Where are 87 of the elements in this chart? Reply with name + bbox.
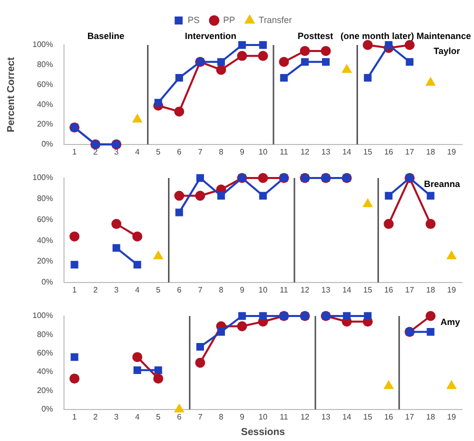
x-tick-label: 9 xyxy=(240,147,245,156)
y-tick-label: 40% xyxy=(36,236,53,245)
text: (one month later) Maintenance xyxy=(340,30,471,41)
legend-label: Transfer xyxy=(258,14,292,25)
x-tick-label: 11 xyxy=(280,147,289,156)
y-tick-label: 60% xyxy=(36,348,53,358)
annotation: Breanna xyxy=(424,178,461,189)
x-tick-label: 12 xyxy=(300,147,310,156)
x-tick-label: 16 xyxy=(384,147,394,156)
y-tick-label: 100% xyxy=(32,40,53,50)
y-tick-label: 20% xyxy=(36,386,53,395)
x-tick-label: 18 xyxy=(426,147,436,156)
y-tick-label: 60% xyxy=(36,80,53,89)
y-tick-label: 40% xyxy=(36,100,53,109)
x-tick-label: 18 xyxy=(426,285,436,294)
x-tick-label: 17 xyxy=(405,147,415,156)
y-tick-label: 60% xyxy=(36,214,53,224)
x-tick-label: 2 xyxy=(93,412,98,422)
x-tick-label: 10 xyxy=(258,285,268,294)
y-axis-title: Percent Correct xyxy=(6,56,17,132)
legend-label: PP xyxy=(223,14,236,25)
x-tick-label: 6 xyxy=(176,412,182,422)
text: Intervention xyxy=(184,30,236,41)
x-tick-label: 4 xyxy=(135,412,140,422)
x-tick-label: 13 xyxy=(321,412,331,422)
x-tick-label: 8 xyxy=(218,147,224,156)
x-tick-label: 16 xyxy=(384,285,394,294)
y-tick-label: 80% xyxy=(36,60,53,70)
x-tick-label: 9 xyxy=(240,412,245,422)
y-tick-label: 80% xyxy=(36,330,53,339)
x-tick-label: 9 xyxy=(240,285,245,294)
x-tick-label: 11 xyxy=(280,412,289,422)
y-tick-label: 80% xyxy=(36,194,53,204)
y-tick-label: 20% xyxy=(36,120,53,129)
x-tick-label: 2 xyxy=(93,147,98,156)
x-tick-label: 3 xyxy=(114,147,120,156)
x-tick-label: 3 xyxy=(114,285,120,294)
x-tick-label: 19 xyxy=(447,412,457,422)
x-tick-label: 17 xyxy=(405,285,415,294)
x-tick-label: 5 xyxy=(156,285,162,294)
x-tick-label: 7 xyxy=(198,147,203,156)
x-tick-label: 6 xyxy=(176,147,182,156)
y-tick-label: 0% xyxy=(41,140,53,149)
y-tick-label: 40% xyxy=(36,367,53,376)
x-tick-label: 5 xyxy=(156,412,162,422)
x-tick-label: 11 xyxy=(280,285,289,294)
x-tick-label: 10 xyxy=(258,147,268,156)
y-tick-label: 0% xyxy=(41,278,53,287)
x-tick-label: 14 xyxy=(342,285,352,294)
x-tick-label: 1 xyxy=(72,412,78,422)
y-tick-label: 100% xyxy=(32,311,53,320)
x-tick-label: 5 xyxy=(156,147,162,156)
x-tick-label: 14 xyxy=(342,412,352,422)
x-axis-title: Sessions xyxy=(241,426,286,438)
x-tick-label: 18 xyxy=(426,412,436,422)
x-tick-label: 10 xyxy=(258,412,268,422)
x-tick-label: 15 xyxy=(363,412,373,422)
y-tick-label: 0% xyxy=(41,404,53,414)
x-tick-label: 7 xyxy=(198,412,203,422)
x-tick-label: 8 xyxy=(218,412,224,422)
x-tick-label: 2 xyxy=(93,285,98,294)
x-tick-label: 15 xyxy=(363,285,373,294)
x-tick-label: 8 xyxy=(218,285,224,294)
x-tick-label: 15 xyxy=(363,147,373,156)
x-tick-label: 12 xyxy=(300,412,310,422)
x-tick-label: 14 xyxy=(342,147,352,156)
annotation: Taylor xyxy=(434,46,460,56)
x-tick-label: 19 xyxy=(447,147,457,156)
x-tick-label: 3 xyxy=(114,412,120,422)
x-tick-label: 13 xyxy=(321,147,331,156)
x-tick-label: 1 xyxy=(72,147,78,156)
x-tick-label: 7 xyxy=(198,285,203,294)
y-tick-label: 20% xyxy=(36,256,53,266)
legend-label: PS xyxy=(188,14,200,25)
x-tick-label: 4 xyxy=(135,285,140,294)
x-tick-label: 12 xyxy=(300,285,310,294)
x-tick-label: 6 xyxy=(176,285,182,294)
x-tick-label: 17 xyxy=(405,412,415,422)
x-tick-label: 13 xyxy=(321,285,331,294)
x-tick-label: 16 xyxy=(384,412,394,422)
text: Posttest xyxy=(298,30,334,41)
y-tick-label: 100% xyxy=(32,173,53,182)
x-tick-label: 19 xyxy=(447,285,457,294)
annotation: Amy xyxy=(440,316,460,327)
x-tick-label: 4 xyxy=(135,147,140,156)
text: Baseline xyxy=(87,30,124,41)
x-tick-label: 1 xyxy=(72,285,78,294)
